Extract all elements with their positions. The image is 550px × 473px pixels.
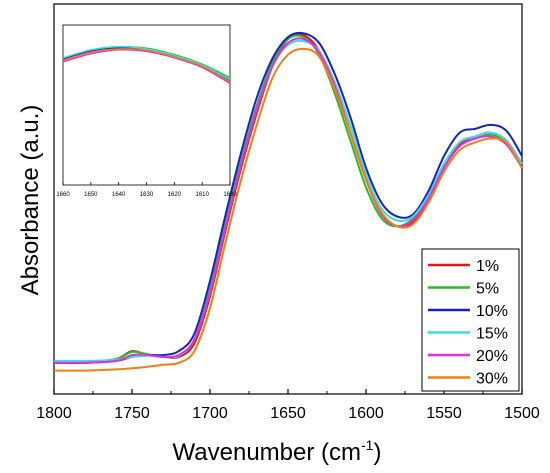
inset-x-tick-label: 1600: [223, 192, 237, 198]
x-axis-ticks: 1800 1750 1700 1650 1600 1550 1500: [36, 389, 540, 422]
y-axis-title: Absorbance (a.u.): [17, 105, 44, 296]
legend-label: 15%: [476, 326, 508, 343]
legend-label: 10%: [476, 303, 508, 320]
inset-series-line-30pct: [62, 48, 231, 83]
legend-label: 20%: [476, 348, 508, 365]
inset-x-tick-label: 1650: [84, 192, 98, 198]
x-tick-label: 1800: [36, 405, 72, 422]
inset-x-axis-ticks: 1660 1650 1640 1630 1620 1610 1600: [56, 182, 237, 198]
inset-series-line-20pct: [62, 48, 231, 85]
inset-x-tick-label: 1640: [112, 192, 126, 198]
x-axis-title-main: Wavenumber (cm: [173, 439, 361, 466]
inset-series-line-15pct: [62, 45, 231, 81]
series-line-20pct: [53, 37, 523, 364]
x-tick-label: 1500: [504, 405, 540, 422]
main-series-group: [53, 31, 523, 372]
x-axis-title: Wavenumber (cm-1): [173, 437, 382, 466]
legend-label: 30%: [476, 371, 508, 388]
x-axis-title-sup: -1: [361, 437, 374, 453]
inset-x-tick-label: 1660: [56, 192, 70, 198]
legend-label: 5%: [476, 281, 499, 298]
legend: 1% 5% 10% 15% 20% 30%: [428, 258, 508, 388]
x-tick-label: 1700: [192, 405, 228, 422]
legend-box: [421, 248, 520, 392]
inset-x-tick-label: 1630: [140, 192, 154, 198]
inset-x-tick-label: 1610: [195, 192, 209, 198]
x-axis-title-close: ): [373, 439, 381, 466]
series-line-30pct: [53, 47, 523, 372]
series-line-10pct: [53, 31, 523, 364]
x-tick-label: 1600: [348, 405, 384, 422]
x-tick-label: 1750: [114, 405, 150, 422]
inset-x-tick-label: 1620: [168, 192, 182, 198]
legend-label: 1%: [476, 258, 499, 275]
x-tick-label: 1650: [270, 405, 306, 422]
inset-series-group: [62, 45, 231, 85]
x-tick-label: 1550: [426, 405, 462, 422]
